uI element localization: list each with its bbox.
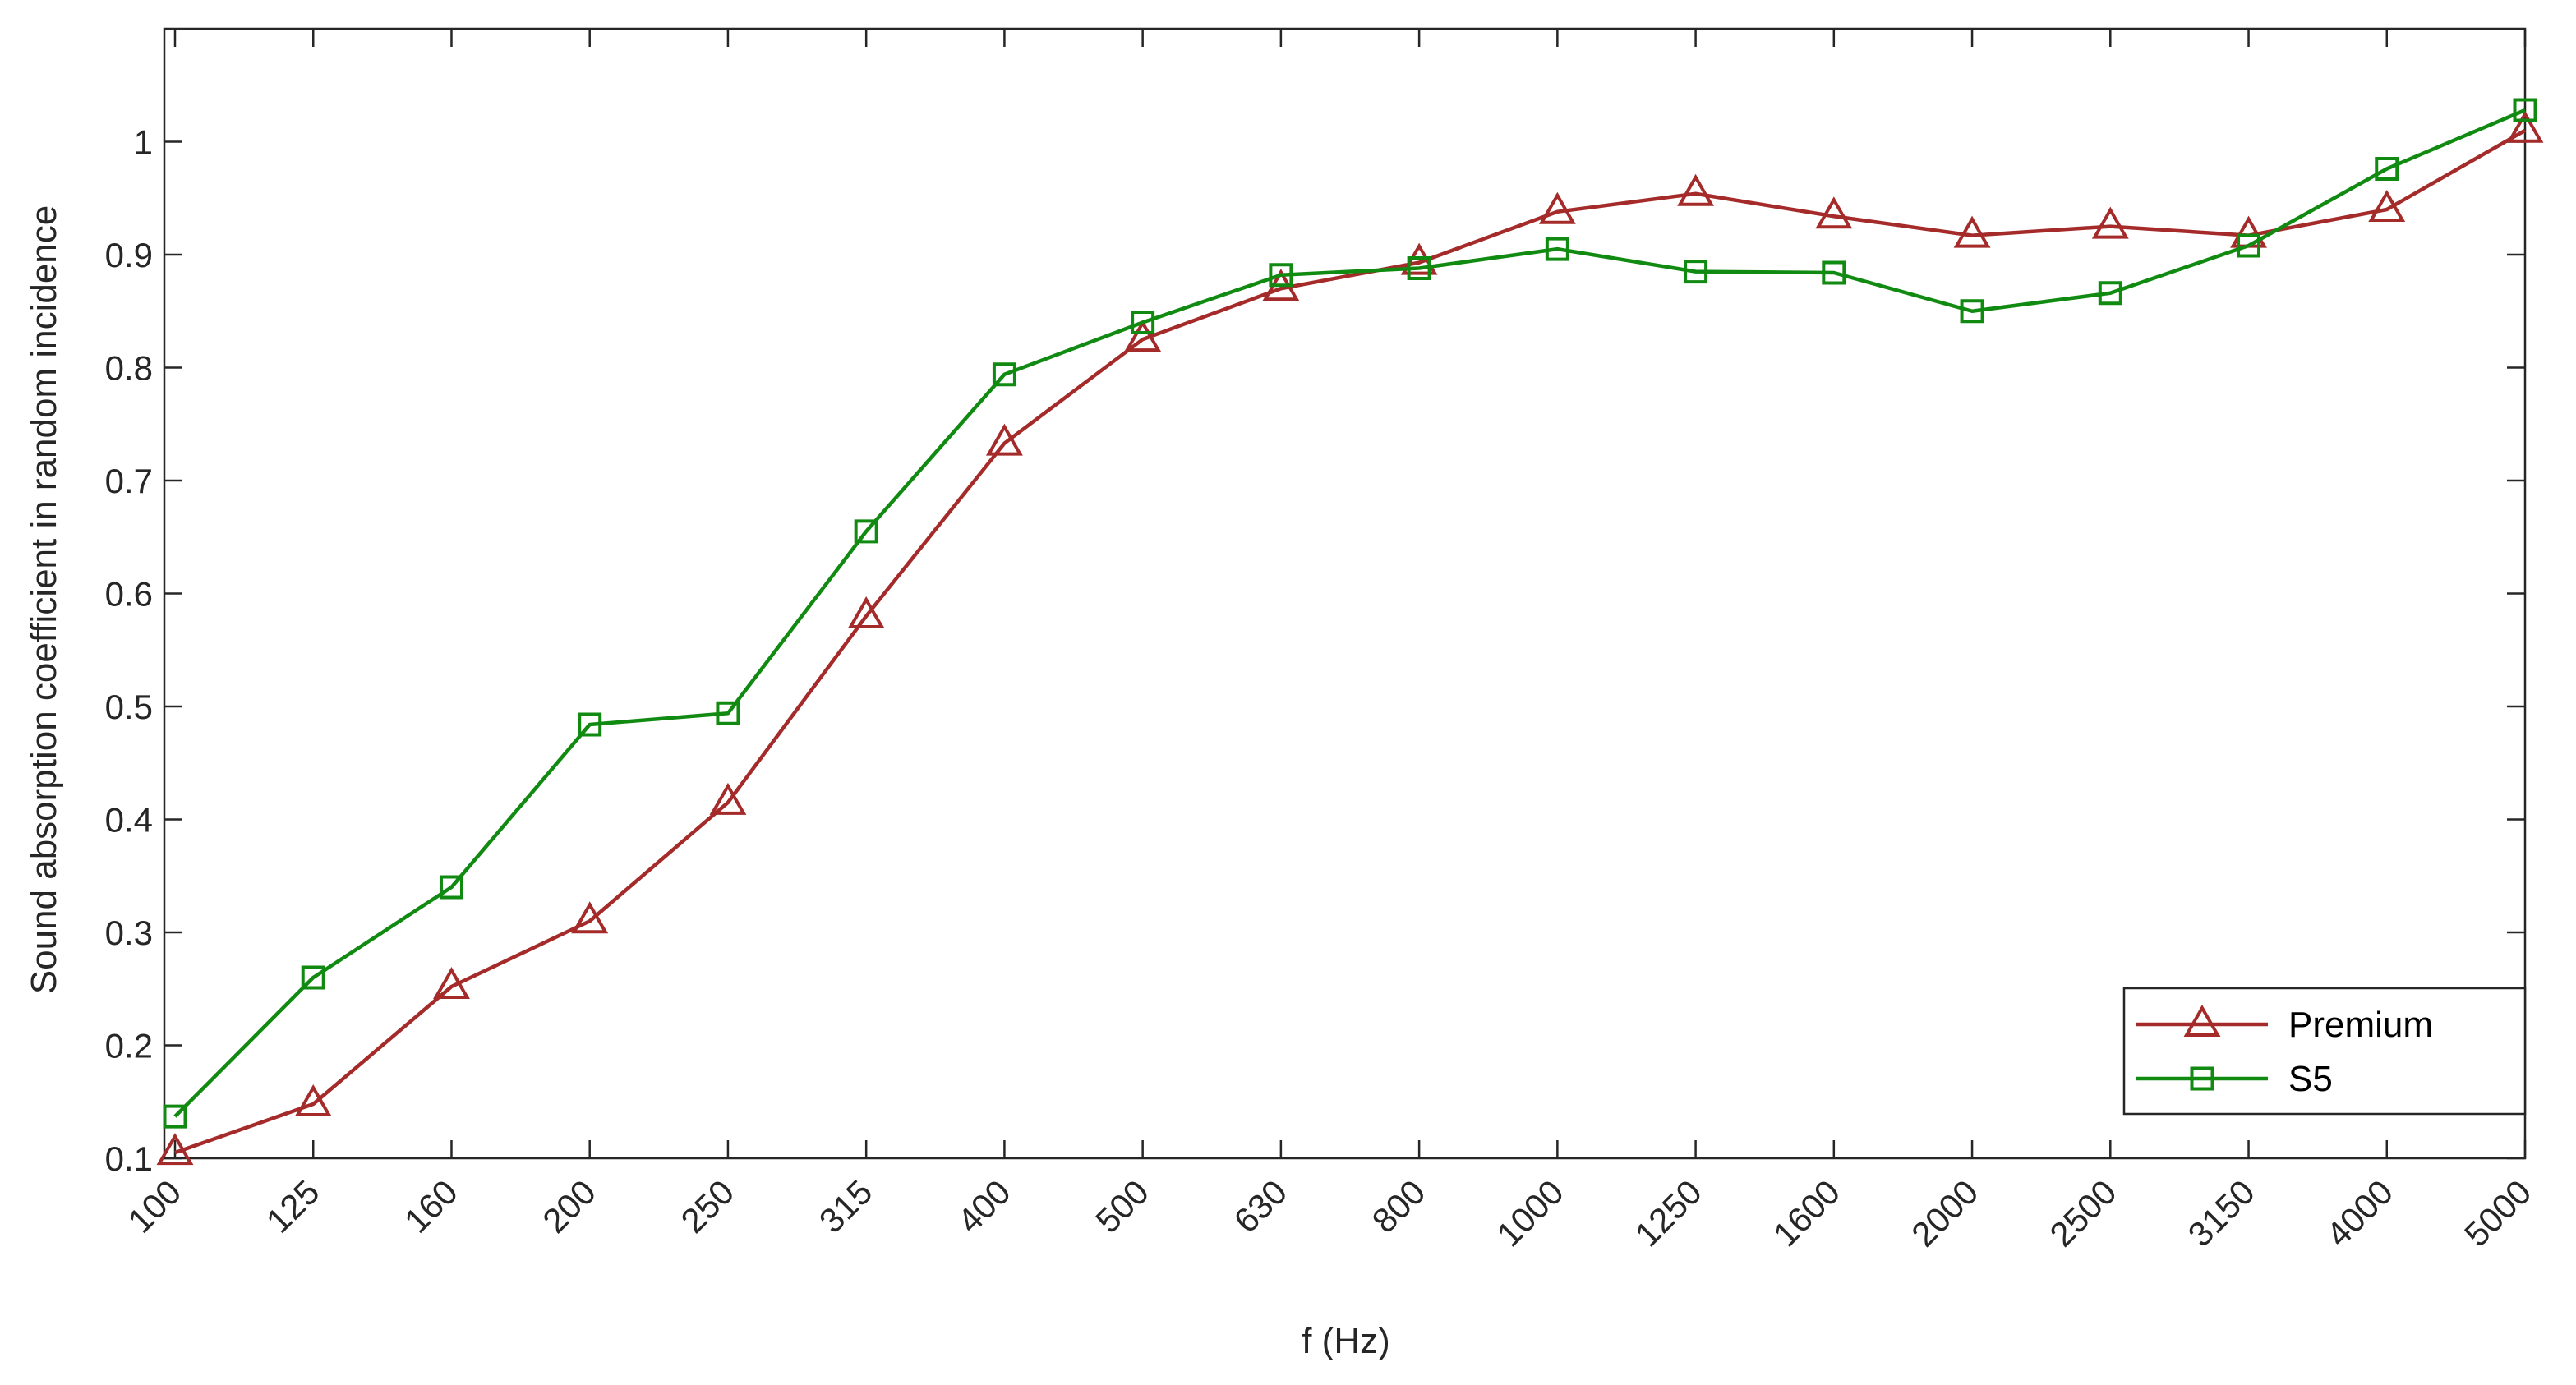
y-tick-label: 0.4 [105,801,153,840]
data-point-premium [847,596,885,628]
y-tick-label: 0.2 [105,1027,153,1065]
y-tick-label: 0.6 [105,575,153,614]
legend-marker-premium [2183,1004,2221,1037]
data-point-s5 [1684,260,1708,284]
data-point-premium [2091,206,2129,239]
data-point-premium [1953,215,1991,248]
data-point-premium [433,966,470,999]
data-point-s5 [716,701,740,725]
data-point-premium [709,782,747,815]
data-point-s5 [1131,311,1155,334]
y-tick-label: 0.7 [105,462,153,500]
data-point-premium [2368,189,2406,222]
y-tick-label: 1 [134,123,153,162]
data-point-premium [1677,173,1715,206]
y-tick-label: 0.8 [105,349,153,388]
x-axis-label: f (Hz) [1302,1321,1390,1361]
y-tick-label: 0.5 [105,688,153,726]
y-tick-label: 0.1 [105,1139,153,1178]
data-point-s5 [2237,233,2261,258]
data-point-s5 [301,965,325,990]
data-point-s5 [1960,299,1984,324]
legend-marker-s5 [2190,1066,2214,1091]
legend-entries: Premium S5 [2136,1004,2433,1099]
legend-item-premium: Premium [2136,1004,2433,1045]
data-point-premium [2506,110,2544,143]
legend-label-premium: Premium [2288,1005,2433,1045]
data-point-s5 [439,875,463,900]
y-tick-label: 0.3 [105,913,153,952]
data-point-premium [571,901,609,934]
legend: Premium S5 [2122,987,2527,1116]
data-point-premium [1815,196,1853,229]
series-line-premium [174,128,2527,1155]
legend-item-s5: S5 [2136,1059,2333,1099]
data-point-s5 [1269,263,1293,288]
series-s5 [163,98,2537,1129]
data-point-premium [1124,320,1162,352]
data-point-s5 [1545,237,1569,261]
data-point-premium [1400,242,1438,275]
data-point-premium [985,423,1023,456]
data-point-s5 [992,362,1016,387]
y-tick-label: 0.9 [105,236,153,274]
data-point-premium [156,1133,194,1166]
data-point-s5 [2375,157,2399,181]
data-point-s5 [2513,98,2537,122]
series-premium [156,110,2544,1166]
y-axis-label: Sound absorption coefficient in random i… [24,205,64,994]
data-point-premium [294,1084,332,1116]
data-point-s5 [163,1104,187,1129]
plot-series [156,98,2544,1166]
legend-label-s5: S5 [2288,1059,2333,1099]
data-point-s5 [1407,256,1431,280]
legend-box [2122,987,2527,1116]
data-point-premium [1538,191,1576,224]
data-point-s5 [578,712,602,737]
data-point-s5 [2098,281,2122,306]
series-line-s5 [173,108,2526,1118]
data-point-s5 [1822,260,1846,285]
data-point-s5 [854,519,878,544]
